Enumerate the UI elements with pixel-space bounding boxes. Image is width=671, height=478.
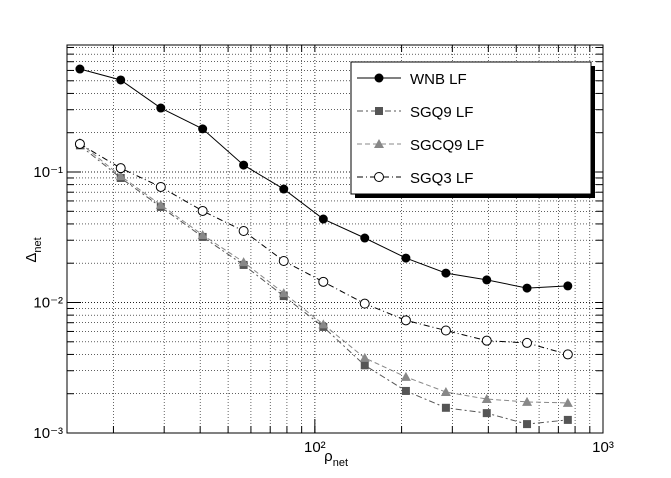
- marker: [74, 138, 85, 149]
- marker: [279, 184, 289, 194]
- marker: [481, 394, 492, 404]
- marker: [563, 281, 573, 291]
- marker: [155, 181, 166, 192]
- legend-label: SGQ3 LF: [410, 170, 473, 187]
- marker: [482, 409, 491, 418]
- y-tick-label: 10⁻¹: [33, 164, 63, 181]
- marker: [374, 139, 384, 148]
- marker: [562, 349, 573, 360]
- marker: [563, 415, 572, 424]
- marker: [374, 73, 384, 83]
- marker: [401, 253, 411, 263]
- marker: [238, 226, 249, 237]
- marker: [400, 371, 411, 381]
- marker: [562, 397, 573, 407]
- x-axis-subscript: net: [333, 457, 348, 469]
- marker: [239, 160, 249, 170]
- x-axis-title: ρnet: [324, 448, 348, 469]
- marker: [481, 335, 492, 346]
- marker: [238, 257, 249, 267]
- marker: [360, 233, 370, 243]
- marker: [375, 107, 383, 115]
- legend: [350, 61, 592, 195]
- legend-label: WNB LF: [410, 71, 467, 88]
- marker: [522, 396, 533, 406]
- marker: [318, 214, 328, 224]
- legend-label: SGCQ9 LF: [410, 137, 484, 154]
- marker: [155, 199, 166, 209]
- marker: [441, 403, 450, 412]
- marker: [278, 255, 289, 266]
- marker: [198, 124, 208, 134]
- marker: [197, 230, 208, 240]
- marker: [278, 288, 289, 298]
- marker: [75, 64, 85, 74]
- marker: [522, 337, 533, 348]
- x-tick-label: 10³: [592, 439, 614, 456]
- y-axis-symbol: Δ: [23, 253, 40, 263]
- y-tick-label: 10⁻²: [33, 294, 63, 311]
- marker: [441, 268, 451, 278]
- marker: [318, 319, 329, 329]
- x-axis-symbol: ρ: [324, 448, 333, 465]
- marker: [360, 361, 369, 370]
- marker: [400, 315, 411, 326]
- marker: [374, 172, 384, 182]
- marker: [401, 386, 410, 395]
- y-axis-title: Δnet: [23, 237, 44, 262]
- marker: [359, 298, 370, 309]
- x-tick-label: 10²: [304, 439, 326, 456]
- marker: [116, 75, 126, 85]
- y-axis-subscript: net: [32, 237, 44, 252]
- marker: [440, 325, 451, 336]
- marker: [522, 283, 532, 293]
- marker: [523, 420, 532, 429]
- marker: [482, 275, 492, 285]
- marker: [197, 205, 208, 216]
- marker: [156, 103, 166, 113]
- legend-label: SGQ9 LF: [410, 104, 473, 121]
- marker: [359, 352, 370, 362]
- marker: [115, 163, 126, 174]
- marker: [318, 276, 329, 287]
- y-tick-label: 10⁻³: [33, 425, 63, 442]
- marker: [115, 171, 126, 181]
- marker: [440, 387, 451, 397]
- plot-frame: [66, 44, 604, 434]
